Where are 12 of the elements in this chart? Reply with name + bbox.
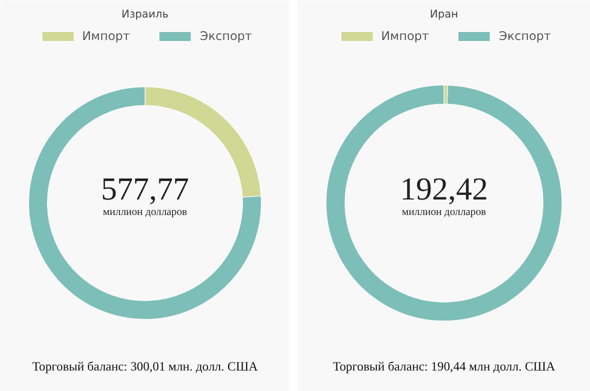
legend-label: Экспорт: [200, 29, 252, 43]
text: миллион долларов: [402, 207, 486, 218]
chart-title: Иран: [430, 8, 458, 20]
chart-title: Израиль: [122, 8, 168, 20]
text: Торговый баланс: 190,44 млн долл. США: [332, 359, 556, 374]
legend-label: Импорт: [82, 29, 130, 43]
text: миллион долларов: [102, 207, 188, 218]
legend-label: Импорт: [381, 29, 429, 43]
text: Торговый баланс: 300,01 млн. долл. США: [32, 359, 259, 374]
text: 192,42: [400, 170, 488, 206]
text: 577,77: [101, 170, 189, 206]
legend-label: Экспорт: [498, 29, 551, 43]
